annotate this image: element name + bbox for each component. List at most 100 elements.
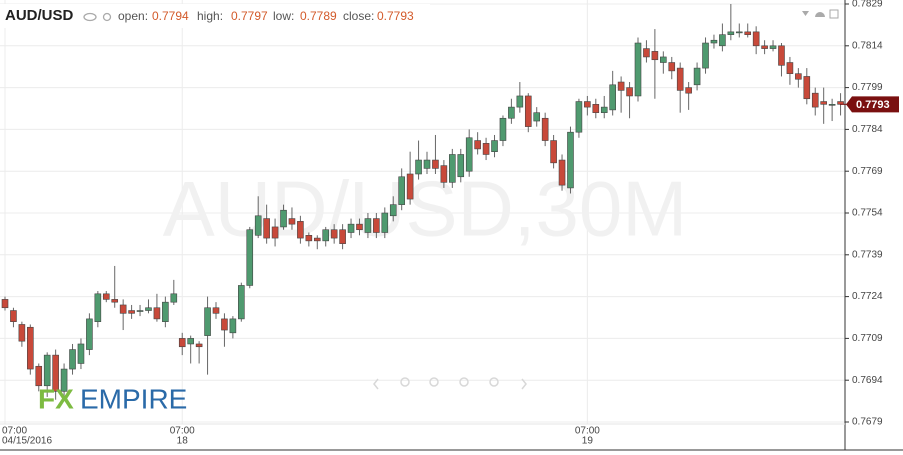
candle-body — [229, 318, 237, 334]
candle-body — [761, 45, 768, 49]
y-tick-label: 0.7739 — [852, 249, 883, 260]
header-icons — [83, 12, 112, 22]
candle-body — [221, 318, 228, 331]
x-tick-date: 19 — [582, 436, 594, 447]
readout-label: open: — [118, 9, 148, 23]
logo-empire: EMPIRE — [80, 383, 187, 414]
x-tick-time: 07:00 — [2, 426, 27, 437]
readout-label: close: — [343, 9, 374, 23]
candle-body — [474, 140, 481, 150]
x-tick-time: 07:00 — [575, 426, 600, 437]
candle-body — [778, 45, 785, 66]
candle-body — [719, 34, 726, 47]
candle-body — [550, 140, 557, 164]
candle-body — [482, 143, 490, 155]
candle-body — [18, 324, 26, 342]
y-tick-label: 0.7829 — [852, 0, 883, 10]
scroll-right[interactable] — [521, 378, 527, 390]
candle-body — [558, 159, 566, 186]
x-tick-date: 04/15/2016 — [2, 436, 52, 447]
candle-body — [339, 229, 346, 244]
candle-body — [693, 67, 701, 86]
candle-body — [660, 56, 667, 63]
candle-body — [212, 307, 220, 314]
maximize-button[interactable] — [829, 9, 839, 19]
collapse-button[interactable] — [802, 11, 809, 16]
symbol-title: AUD/USD — [5, 7, 74, 24]
candle-body — [634, 42, 642, 97]
candle-body — [305, 234, 313, 242]
candle-body — [710, 39, 718, 44]
candle-body — [609, 84, 616, 111]
window-controls — [802, 9, 839, 19]
logo-fx: FX — [38, 383, 74, 414]
zoom-reset[interactable] — [489, 377, 499, 387]
candle-body — [457, 154, 465, 178]
candle-body — [651, 51, 659, 61]
candle-body — [364, 218, 372, 233]
candle-body — [524, 95, 532, 127]
readout-value: 0.7789 — [300, 9, 337, 23]
x-tick-time: 07:00 — [170, 426, 195, 437]
zoom-out[interactable] — [429, 377, 439, 387]
candle-body — [86, 318, 93, 350]
y-tick-label: 0.7709 — [852, 333, 883, 344]
candle-body — [626, 87, 633, 97]
candle-body — [170, 293, 178, 303]
candle-body — [600, 106, 608, 113]
zoom-fit[interactable] — [459, 377, 469, 387]
candle-body — [288, 218, 296, 225]
candle-body — [685, 87, 692, 94]
settings-icon[interactable] — [102, 12, 112, 22]
candles — [1, 4, 844, 400]
candle-body — [297, 221, 304, 239]
y-tick-label: 0.7784 — [852, 124, 883, 135]
candle-body — [449, 154, 456, 183]
candle-body — [735, 31, 743, 34]
candle-body — [347, 223, 355, 233]
candle-body — [35, 365, 43, 387]
candle-body — [10, 310, 17, 322]
readout-value: 0.7793 — [377, 9, 414, 23]
candle-body — [491, 140, 498, 152]
candle-body — [1, 299, 9, 309]
candle-body — [69, 349, 76, 370]
candle-body — [162, 301, 169, 322]
candle-body — [43, 354, 51, 387]
candle-body — [330, 229, 338, 239]
candle-body — [102, 293, 110, 300]
candle-body — [271, 226, 279, 239]
candle-body — [52, 354, 59, 392]
candle-body — [77, 343, 85, 364]
candle-body — [238, 285, 245, 320]
zoom-in[interactable] — [400, 377, 410, 387]
candle-body — [356, 223, 363, 231]
x-tick-date: 18 — [177, 436, 189, 447]
y-tick-label: 0.7679 — [852, 417, 883, 428]
candle-body — [246, 229, 254, 286]
scroll-left[interactable] — [373, 378, 379, 390]
candle-body — [516, 95, 524, 108]
candle-body — [499, 117, 507, 141]
candle-body — [541, 117, 549, 141]
hide-button[interactable] — [815, 12, 825, 17]
zoom-toolbar — [373, 377, 527, 390]
candle-body — [811, 92, 819, 108]
candle-body — [508, 106, 515, 119]
candle-body — [617, 81, 625, 91]
visibility-icon[interactable] — [83, 12, 97, 22]
candle-body — [423, 159, 431, 169]
candle-body — [398, 176, 405, 205]
candle-body — [575, 101, 583, 133]
candle-body — [322, 229, 330, 242]
candle-body — [727, 31, 735, 35]
candle-body — [828, 104, 836, 106]
candle-body — [153, 307, 161, 320]
candle-body — [406, 173, 414, 200]
candle-body — [373, 218, 380, 233]
candle-body — [643, 48, 650, 58]
candle-body — [27, 326, 34, 370]
candle-body — [676, 67, 684, 91]
